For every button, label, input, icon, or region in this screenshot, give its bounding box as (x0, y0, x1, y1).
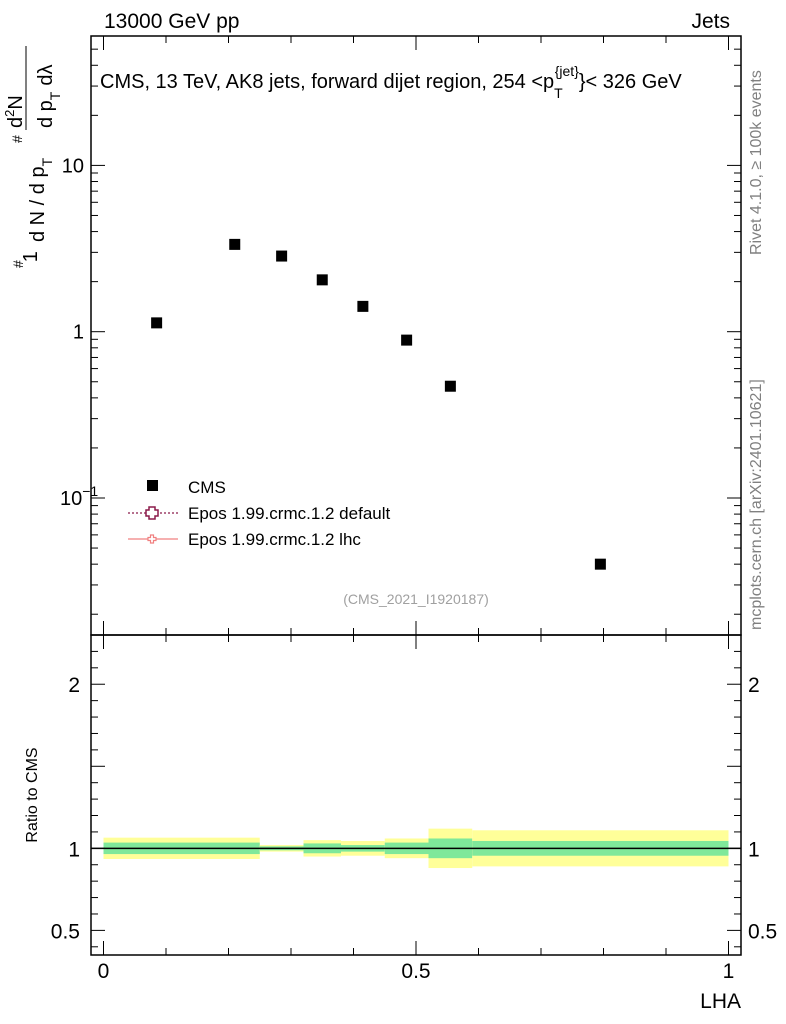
ratio-axis-ticks (91, 635, 741, 955)
cms-data-point (401, 334, 413, 346)
main-plot: 10 1 10−1 CMS, 13 TeV, AK8 jets, forward d… (60, 35, 742, 636)
cms-data-point (444, 380, 456, 392)
legend-epos-default-label: Epos 1.99.crmc.1.2 default (188, 504, 391, 523)
cms-data-point (316, 274, 328, 286)
main-ylabel-body: d N / d pT # d2N d pTdλ (2, 46, 63, 242)
main-ytick-label: 10 (62, 155, 84, 177)
energy-label: 13000 GeV pp (104, 10, 239, 33)
legend-cms-label: CMS (188, 478, 226, 497)
process-label: Jets (691, 10, 730, 33)
ratio-ytick-label-right: 0.5 (748, 920, 777, 943)
ratio-plot: 2 21 10.5 0.5 0 0.5 1 (51, 634, 777, 983)
ratio-ytick-label-right: 1 (748, 838, 760, 861)
cms-data-points (151, 238, 606, 570)
ylabel-denominator: d pTdλ (35, 65, 63, 129)
xlabel: LHA (700, 990, 741, 1013)
ylabel-numerator: d2N (2, 95, 27, 128)
svg-text:#1: #1 (10, 251, 42, 268)
title-sub: T (554, 85, 563, 101)
ratio-ytick-label-left: 1 (68, 838, 80, 861)
main-ytick-label: 10−1 (60, 483, 98, 510)
ratio-xtick-label: 0 (98, 960, 110, 983)
cms-data-point (276, 250, 288, 262)
title-prefix: CMS, 13 TeV, AK8 jets, forward dijet reg… (100, 71, 554, 93)
analysis-watermark: (CMS_2021_I1920187) (343, 591, 489, 607)
main-ytick-labels: 10 1 10−1 (60, 155, 98, 510)
plot-title: CMS, 13 TeV, AK8 jets, forward dijet reg… (100, 63, 682, 101)
ratio-xtick-labels: 0 0.5 1 (98, 960, 735, 983)
cms-data-point (229, 238, 241, 250)
main-axis-ticks (91, 35, 741, 635)
legend-epos-lhc-label: Epos 1.99.crmc.1.2 lhc (188, 530, 361, 549)
cms-data-point (357, 300, 369, 312)
svg-text:#: # (9, 135, 25, 143)
ratio-xtick-label: 1 (723, 960, 735, 983)
ratio-ytick-label-right: 2 (748, 674, 760, 697)
legend-cms-marker (147, 480, 158, 491)
mcplots-label: mcplots.cern.ch [arXiv:2401.10621] (748, 379, 765, 630)
ratio-frame (90, 634, 742, 956)
ratio-xtick-label: 0.5 (401, 960, 430, 983)
ratio-ytick-label-left: 0.5 (51, 920, 80, 943)
rivet-version-label: Rivet 4.1.0, ≥ 100k events (748, 70, 765, 255)
title-sup: {jet} (555, 63, 579, 79)
svg-text:d N / d pT: d N / d pT (27, 157, 55, 242)
title-suffix: }< 326 GeV (579, 71, 683, 93)
legend-epos-lhc-marker (128, 534, 178, 544)
ratio-ylabel: Ratio to CMS (24, 747, 41, 842)
ratio-ytick-label-left: 2 (68, 674, 80, 697)
legend: CMS Epos 1.99.crmc.1.2 default Epos 1.99… (128, 478, 391, 549)
main-ylabel: #1 (10, 251, 42, 268)
ratio-ytick-labels: 2 2 1 1 0.5 0.5 (51, 674, 777, 943)
main-ytick-label: 1 (73, 322, 84, 344)
cms-data-point (151, 317, 163, 329)
legend-epos-default-marker (128, 506, 178, 520)
cms-data-point (594, 558, 606, 570)
